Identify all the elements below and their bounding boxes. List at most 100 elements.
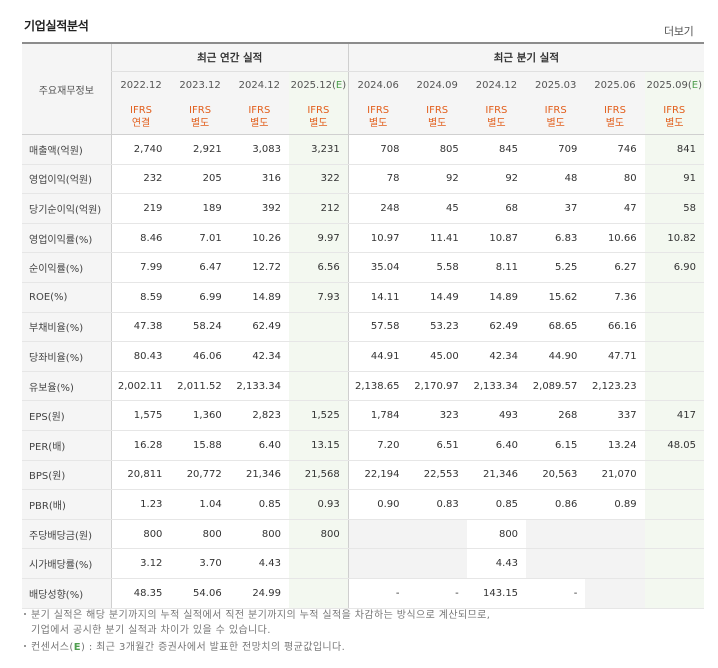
table-cell bbox=[644, 518, 704, 550]
table-cell bbox=[644, 460, 704, 491]
row-label: BPS(원) bbox=[22, 460, 112, 491]
table-cell: 3.70 bbox=[170, 548, 230, 579]
ifrs-standard: IFRS bbox=[485, 104, 508, 116]
table-cell: 21,346 bbox=[229, 460, 289, 491]
table-cell: 0.85 bbox=[466, 489, 527, 520]
table-cell: 6.27 bbox=[585, 252, 645, 283]
row-label: 주당배당금(원) bbox=[22, 518, 112, 550]
table-cell: 0.93 bbox=[288, 489, 349, 520]
table-cell: 53.23 bbox=[407, 312, 467, 343]
table-cell: 7.01 bbox=[170, 222, 230, 254]
table-cell: 143.15 bbox=[466, 578, 527, 609]
table-cell: - bbox=[407, 578, 467, 609]
table-cell: 1,360 bbox=[170, 400, 230, 431]
table-row: ROE(%) 8.59 6.99 14.89 7.93 14.11 14.49 14.89 15… bbox=[22, 282, 704, 313]
table-row: EPS(원) 1,575 1,360 2,823 1,525 1,784 323 493 268… bbox=[22, 400, 704, 431]
table-cell: 21,568 bbox=[288, 460, 349, 491]
table-cell: 5.58 bbox=[407, 252, 467, 283]
table-cell: 58.24 bbox=[170, 312, 230, 343]
table-cell: 6.47 bbox=[170, 252, 230, 283]
table-cell: 20,772 bbox=[170, 460, 230, 491]
table-cell: 7.20 bbox=[347, 430, 408, 461]
table-cell: 13.15 bbox=[288, 430, 349, 461]
table-row: 배당성향(%) 48.35 54.06 24.99- -143.15- bbox=[22, 578, 704, 609]
table-cell: 14.49 bbox=[407, 282, 467, 313]
period-label: 2025.09(E) bbox=[646, 80, 703, 91]
table-cell: 8.11 bbox=[466, 252, 527, 283]
estimate-mark: E bbox=[73, 642, 81, 653]
section-title: 기업실적분석 bbox=[24, 19, 89, 33]
table-cell bbox=[347, 548, 408, 579]
table-cell: 189 bbox=[170, 193, 230, 224]
ifrs-basis: IFRS 별도 bbox=[644, 99, 704, 135]
table-cell: 48 bbox=[526, 164, 586, 195]
table-row: 순이익률(%) 7.99 6.47 12.72 6.56 35.04 5.58 8.11 5.2… bbox=[22, 252, 704, 283]
ifrs-scope: 별도 bbox=[368, 117, 388, 129]
table-cell: 6.83 bbox=[526, 222, 586, 254]
table-cell: 92 bbox=[466, 164, 527, 195]
table-cell: 392 bbox=[229, 193, 289, 224]
table-cell: 21,070 bbox=[585, 460, 645, 491]
note-line-3-suffix: ) : 최근 3개월간 증권사에서 발표한 전망치의 평균값입니다. bbox=[80, 642, 346, 653]
table-cell: 10.82 bbox=[644, 222, 704, 254]
table-cell: 15.62 bbox=[526, 282, 586, 313]
table-cell bbox=[585, 548, 645, 579]
table-cell: 2,170.97 bbox=[407, 371, 467, 402]
table-cell bbox=[644, 312, 704, 343]
table-cell: 46.06 bbox=[170, 341, 230, 372]
financial-table: 주요재무정보 최근 연간 실적 최근 분기 실적 2022.12 2023.12 2… bbox=[22, 42, 704, 609]
table-cell: 78 bbox=[347, 164, 408, 195]
table-cell: 47.38 bbox=[110, 312, 171, 343]
ifrs-basis: IFRS 별도 bbox=[170, 99, 230, 135]
ifrs-basis: IFRS 별도 bbox=[288, 99, 349, 135]
table-cell: 22,194 bbox=[347, 460, 408, 491]
period-header: 2022.12 bbox=[110, 71, 171, 99]
row-header-label: 주요재무정보 bbox=[22, 42, 112, 135]
table-cell: 2,089.57 bbox=[526, 371, 586, 402]
table-cell: 709 bbox=[526, 134, 586, 165]
period-header: 2023.12 bbox=[170, 71, 230, 99]
table-cell bbox=[407, 518, 467, 550]
table-cell: 316 bbox=[229, 164, 289, 195]
ifrs-basis: IFRS 별도 bbox=[466, 99, 527, 135]
table-row: 영업이익(억원) 232 205 316 322 78 92 92 48 80 91 bbox=[22, 164, 704, 195]
table-cell: 205 bbox=[170, 164, 230, 195]
table-cell: 0.83 bbox=[407, 489, 467, 520]
more-link[interactable]: 더보기 bbox=[664, 25, 694, 38]
table-cell: 323 bbox=[407, 400, 467, 431]
table-cell: 7.99 bbox=[110, 252, 171, 283]
table-cell: 42.34 bbox=[229, 341, 289, 372]
row-label: 배당성향(%) bbox=[22, 578, 112, 609]
table-cell: 2,921 bbox=[170, 134, 230, 165]
row-label: 유보율(%) bbox=[22, 371, 112, 402]
row-label: PBR(배) bbox=[22, 489, 112, 520]
table-cell bbox=[644, 489, 704, 520]
table-cell: 10.26 bbox=[229, 222, 289, 254]
table-cell: 44.91 bbox=[347, 341, 408, 372]
table-row: PBR(배) 1.23 1.04 0.85 0.93 0.90 0.83 0.85 0.86 0.… bbox=[22, 489, 704, 520]
table-cell: 10.66 bbox=[585, 222, 645, 254]
table-cell: 6.15 bbox=[526, 430, 586, 461]
table-cell bbox=[288, 548, 349, 579]
table-cell: 8.46 bbox=[110, 222, 171, 254]
table-cell bbox=[288, 578, 349, 609]
table-cell: 47.71 bbox=[585, 341, 645, 372]
row-label: 영업이익률(%) bbox=[22, 222, 112, 254]
table-cell: 45 bbox=[407, 193, 467, 224]
table-cell: 268 bbox=[526, 400, 586, 431]
ifrs-basis: IFRS 별도 bbox=[347, 99, 408, 135]
table-cell: 800 bbox=[110, 518, 171, 550]
ifrs-scope: 별도 bbox=[487, 117, 506, 129]
period-header: 2024.12 bbox=[466, 71, 527, 99]
table-cell: 7.93 bbox=[288, 282, 349, 313]
ifrs-scope: 별도 bbox=[190, 117, 210, 129]
table-cell bbox=[585, 578, 645, 609]
table-cell: 2,002.11 bbox=[110, 371, 171, 402]
ifrs-standard: IFRS bbox=[367, 104, 390, 116]
ifrs-scope: 연결 bbox=[131, 117, 151, 129]
table-cell: 493 bbox=[466, 400, 527, 431]
table-cell bbox=[644, 548, 704, 579]
table-cell bbox=[526, 548, 586, 579]
table-cell: 16.28 bbox=[110, 430, 171, 461]
